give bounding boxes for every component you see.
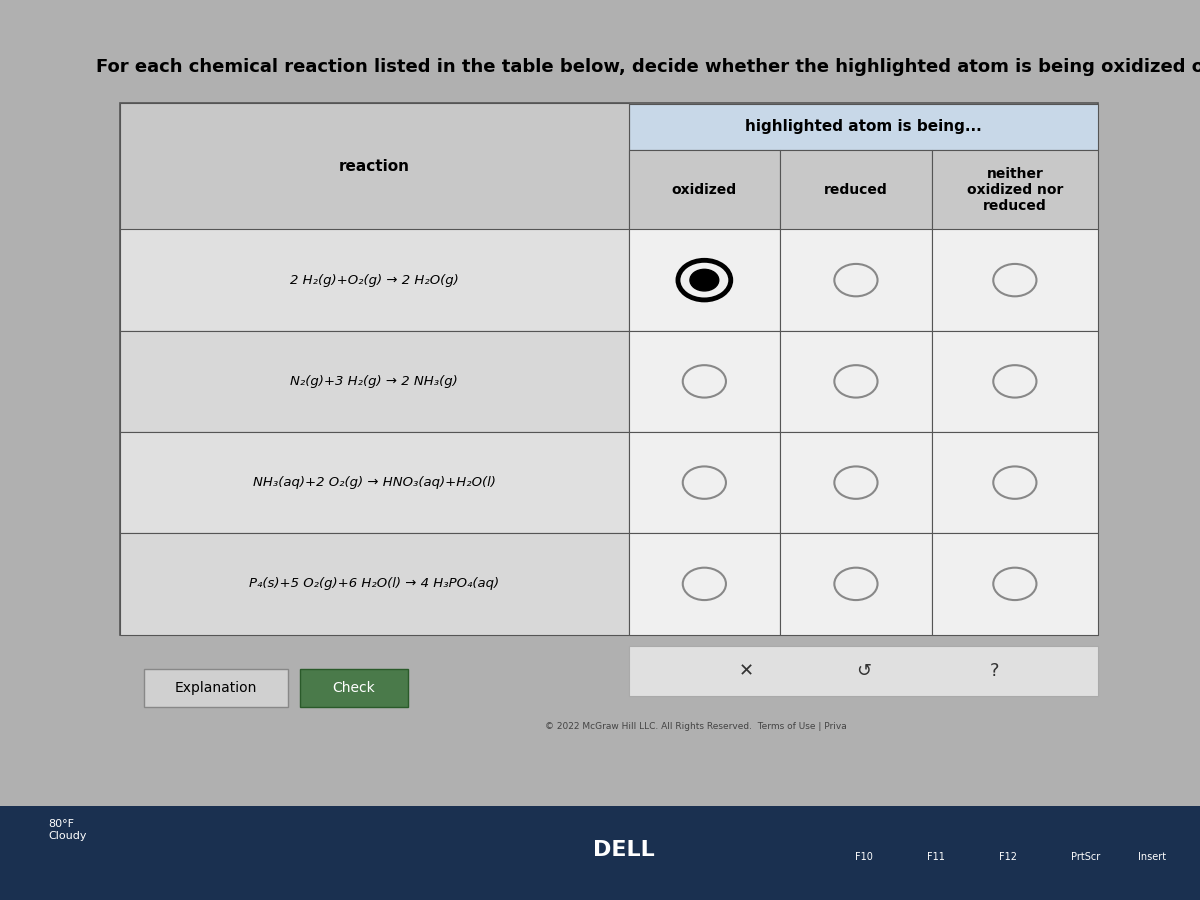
Text: ?: ? [990,662,1000,680]
Text: Insert: Insert [1138,851,1166,862]
Bar [931,150,1098,230]
Text: P₄(s)+5 O₂(g)+6 H₂O(l) → 4 H₃PO₄(aq): P₄(s)+5 O₂(g)+6 H₂O(l) → 4 H₃PO₄(aq) [250,578,499,590]
Text: PrtScr: PrtScr [1072,851,1100,862]
Text: For each chemical reaction listed in the table below, decide whether the highlig: For each chemical reaction listed in the… [96,58,1200,76]
Text: 80°F
Cloudy: 80°F Cloudy [48,819,86,841]
Text: N₂(g)+3 H₂(g) → 2 NH₃(g): N₂(g)+3 H₂(g) → 2 NH₃(g) [290,375,458,388]
Text: ↺: ↺ [856,662,871,680]
Text: reaction: reaction [338,159,409,174]
Text: NH₃(aq)+2 O₂(g) → HNO₃(aq)+H₂O(l): NH₃(aq)+2 O₂(g) → HNO₃(aq)+H₂O(l) [253,476,496,489]
Text: © 2022 McGraw Hill LLC. All Rights Reserved.  Terms of Use | Priva: © 2022 McGraw Hill LLC. All Rights Reser… [545,722,847,731]
Bar [120,230,629,331]
Bar [629,104,1098,150]
Text: Check: Check [332,680,376,695]
Bar [931,534,1098,634]
Bar [629,646,1098,696]
Bar [120,104,629,230]
Text: F10: F10 [856,851,872,862]
Text: reduced: reduced [824,183,888,197]
Text: oxidized: oxidized [672,183,737,197]
Bar [629,230,780,331]
Text: ✕: ✕ [738,662,754,680]
Bar [931,331,1098,432]
Bar [300,669,408,707]
Bar [629,432,780,534]
Text: highlighted atom is being...: highlighted atom is being... [745,120,982,134]
Bar [931,230,1098,331]
Bar [780,150,931,230]
Circle shape [690,269,719,291]
Text: Explanation: Explanation [175,680,257,695]
Bar [629,534,780,634]
Bar [0,806,1200,900]
Bar [780,534,931,634]
Text: F12: F12 [998,851,1018,862]
Text: DELL: DELL [593,841,655,860]
Text: neither
oxidized nor
reduced: neither oxidized nor reduced [967,166,1063,213]
Bar [780,331,931,432]
Bar [629,150,780,230]
Bar [629,331,780,432]
Bar [120,104,1098,634]
Text: 2 H₂(g)+O₂(g) → 2 H₂O(g): 2 H₂(g)+O₂(g) → 2 H₂O(g) [290,274,458,286]
Bar [780,432,931,534]
Bar [144,669,288,707]
Bar [120,432,629,534]
Bar [120,534,629,634]
Bar [120,331,629,432]
Bar [780,230,931,331]
Text: F11: F11 [928,851,944,862]
Bar [931,432,1098,534]
